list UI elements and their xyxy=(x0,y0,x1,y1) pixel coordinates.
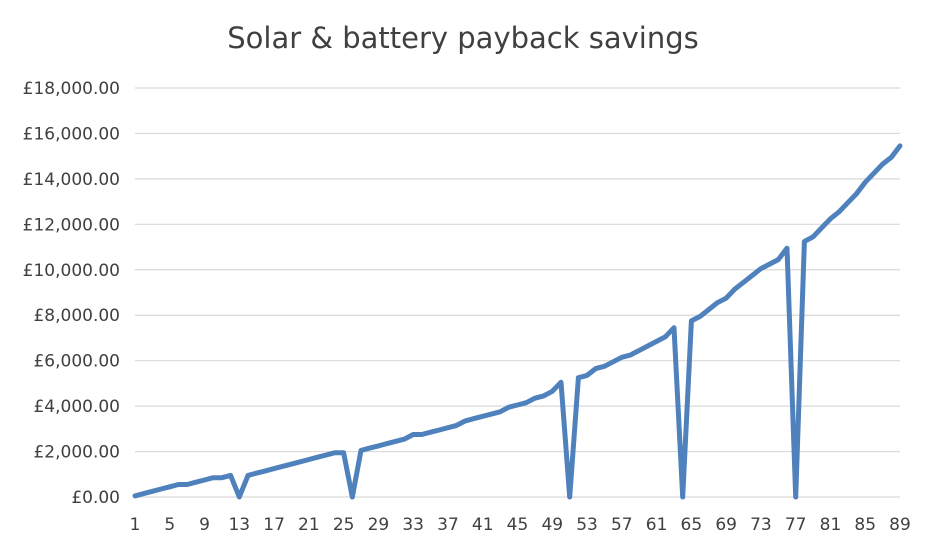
x-tick-label: 73 xyxy=(750,515,772,535)
x-tick-label: 77 xyxy=(785,515,807,535)
series-group xyxy=(132,143,903,500)
x-tick-label: 81 xyxy=(820,515,842,535)
y-tick-label: £0.00 xyxy=(71,488,120,508)
y-tick-label: £4,000.00 xyxy=(33,397,120,417)
x-tick-label: 45 xyxy=(507,515,529,535)
y-tick-label: £14,000.00 xyxy=(23,170,120,190)
x-tick-label: 61 xyxy=(646,515,668,535)
x-tick-label: 53 xyxy=(576,515,598,535)
y-tick-label: £8,000.00 xyxy=(33,306,120,326)
chart-title: Solar & battery payback savings xyxy=(227,21,699,55)
y-tick-label: £6,000.00 xyxy=(33,352,120,372)
x-tick-label: 5 xyxy=(164,515,175,535)
x-tick-label: 29 xyxy=(368,515,390,535)
gridlines xyxy=(135,87,900,498)
x-axis-tick-labels: 1 5 9 13 17 21 25 29 33 37 41 45 49 53 57 61 65 69 73 77 81 8… xyxy=(130,515,911,535)
x-tick-label: 17 xyxy=(263,515,285,535)
x-tick-label: 49 xyxy=(541,515,563,535)
x-tick-label: 37 xyxy=(437,515,459,535)
x-tick-label: 13 xyxy=(228,515,250,535)
y-tick-label: £2,000.00 xyxy=(33,443,120,463)
series-line xyxy=(132,143,903,500)
x-tick-label: 1 xyxy=(130,515,141,535)
x-tick-label: 69 xyxy=(715,515,737,535)
y-tick-label: £12,000.00 xyxy=(23,215,120,235)
y-tick-label: £18,000.00 xyxy=(23,79,120,99)
x-tick-label: 33 xyxy=(402,515,424,535)
x-tick-label: 21 xyxy=(298,515,320,535)
x-tick-label: 85 xyxy=(854,515,876,535)
x-tick-label: 9 xyxy=(199,515,210,535)
x-tick-label: 41 xyxy=(472,515,494,535)
y-tick-label: £10,000.00 xyxy=(23,261,120,281)
y-tick-label: £16,000.00 xyxy=(23,124,120,144)
x-tick-label: 57 xyxy=(611,515,633,535)
y-axis-tick-labels: £0.00 £2,000.00 £4,000.00 £6,000.00 £8,000.0… xyxy=(23,79,120,508)
x-tick-label: 89 xyxy=(889,515,911,535)
x-tick-label: 25 xyxy=(333,515,355,535)
x-tick-label: 65 xyxy=(681,515,703,535)
